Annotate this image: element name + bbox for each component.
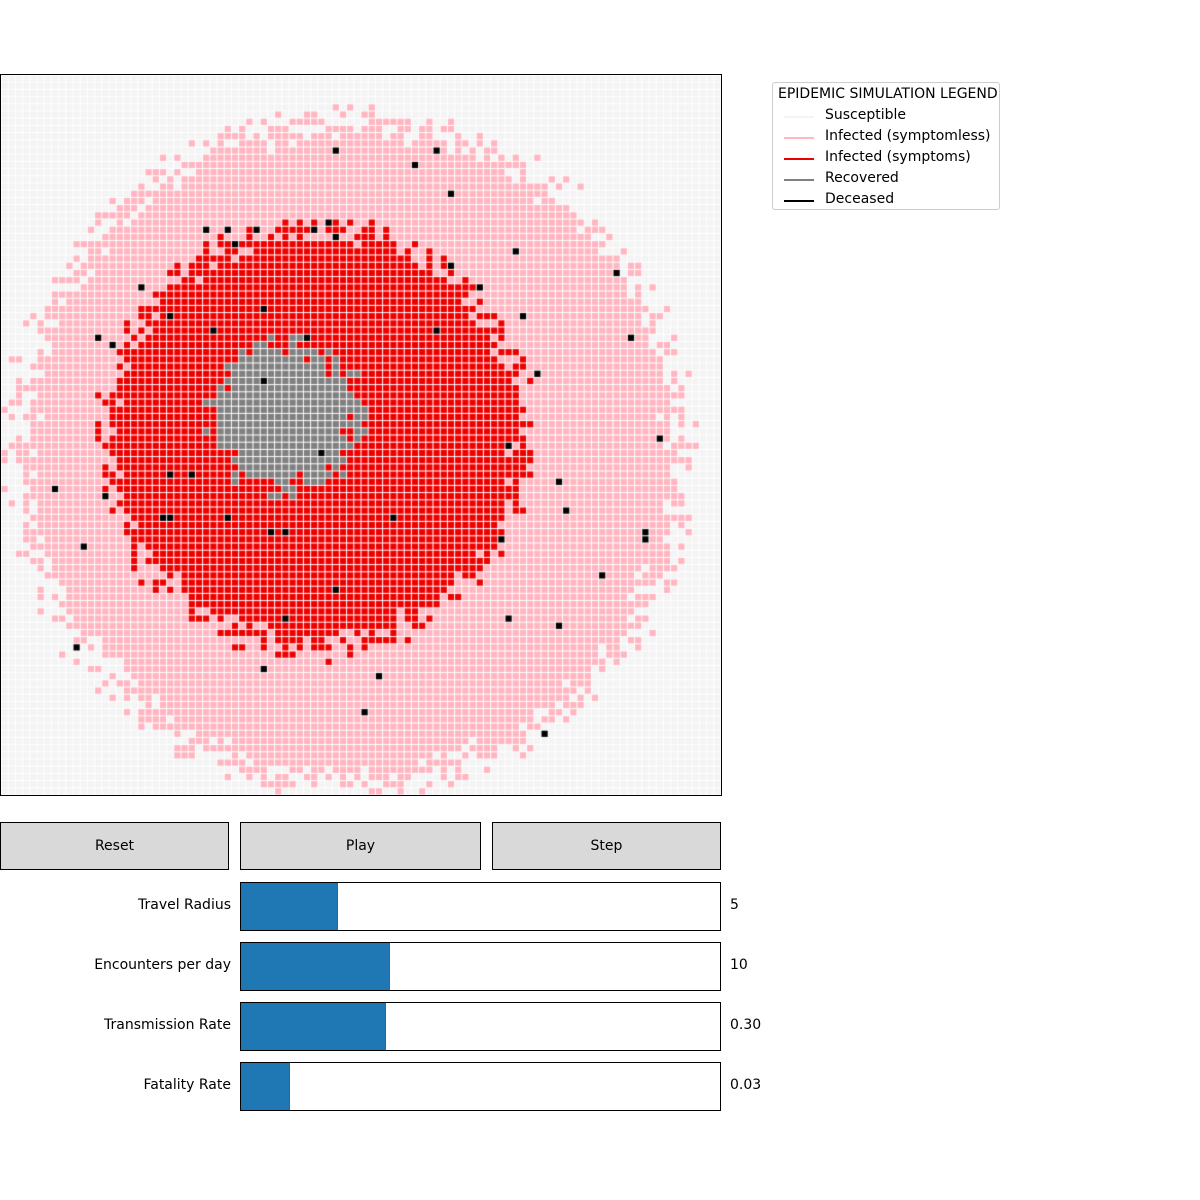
travel-radius-label: Travel Radius <box>137 897 231 913</box>
legend-title: EPIDEMIC SIMULATION LEGEND <box>778 86 998 102</box>
fatality-rate-slider-handle[interactable] <box>288 1063 290 1110</box>
legend-swatch-infected-symptomless <box>784 137 814 139</box>
legend-label-recovered: Recovered <box>825 170 899 186</box>
legend-item-deceased: Deceased <box>784 190 994 210</box>
travel-radius-slider[interactable] <box>240 882 721 931</box>
fatality-rate-slider[interactable] <box>240 1062 721 1111</box>
transmission-rate-label: Transmission Rate <box>104 1017 231 1033</box>
legend-item-infected-symptomless: Infected (symptomless) <box>784 127 994 147</box>
encounters-per-day-slider-handle[interactable] <box>389 943 391 990</box>
legend-label-infected-symptoms: Infected (symptoms) <box>825 149 971 165</box>
legend-swatch-deceased <box>784 200 814 202</box>
legend-item-recovered: Recovered <box>784 169 994 189</box>
fatality-rate-value: 0.03 <box>730 1077 762 1093</box>
legend-item-infected-symptoms: Infected (symptoms) <box>784 148 994 168</box>
simulation-grid[interactable] <box>0 74 722 796</box>
legend-swatch-recovered <box>784 179 814 181</box>
encounters-per-day-value: 10 <box>730 957 748 973</box>
legend-label-susceptible: Susceptible <box>825 107 907 123</box>
legend-swatch-infected-symptoms <box>784 158 814 160</box>
encounters-per-day-slider[interactable] <box>240 942 721 991</box>
travel-radius-value: 5 <box>730 897 739 913</box>
transmission-rate-slider-fill <box>241 1003 385 1050</box>
transmission-rate-value: 0.30 <box>730 1017 762 1033</box>
reset-button[interactable]: Reset <box>0 822 229 870</box>
encounters-per-day-label: Encounters per day <box>94 957 231 973</box>
play-button[interactable]: Play <box>240 822 481 870</box>
fatality-rate-label: Fatality Rate <box>143 1077 231 1093</box>
encounters-per-day-slider-fill <box>241 943 390 990</box>
fatality-rate-slider-fill <box>241 1063 289 1110</box>
legend-item-susceptible: Susceptible <box>784 106 994 126</box>
travel-radius-slider-handle[interactable] <box>336 883 338 930</box>
legend-label-deceased: Deceased <box>825 191 895 207</box>
transmission-rate-slider-handle[interactable] <box>384 1003 386 1050</box>
transmission-rate-slider[interactable] <box>240 1002 721 1051</box>
legend: EPIDEMIC SIMULATION LEGEND Susceptible I… <box>772 82 1000 210</box>
travel-radius-slider-fill <box>241 883 337 930</box>
step-button[interactable]: Step <box>492 822 721 870</box>
grid-canvas[interactable] <box>1 75 721 795</box>
legend-swatch-susceptible <box>784 116 814 118</box>
legend-label-infected-symptomless: Infected (symptomless) <box>825 128 991 144</box>
